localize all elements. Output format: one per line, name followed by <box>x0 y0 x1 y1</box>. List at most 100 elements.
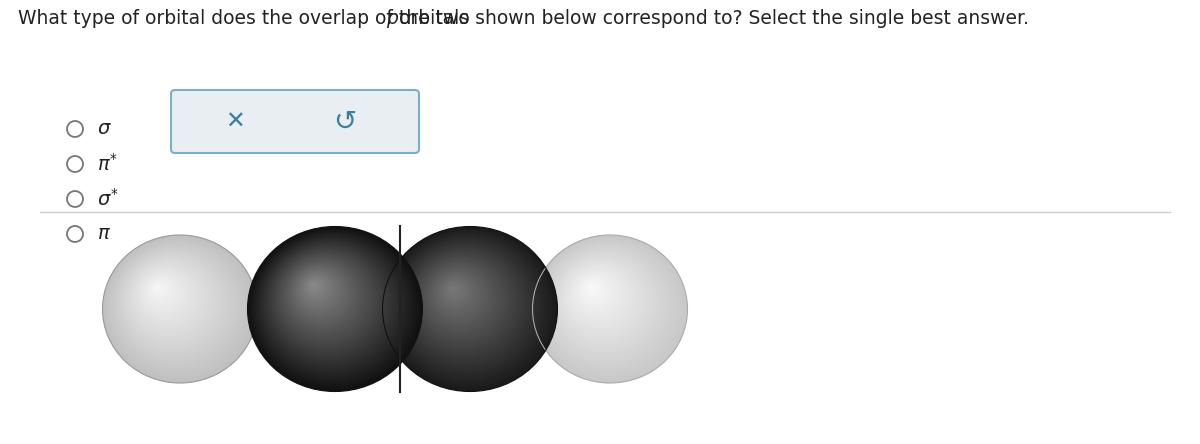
Ellipse shape <box>589 285 593 289</box>
Ellipse shape <box>553 254 652 348</box>
Ellipse shape <box>131 262 206 334</box>
Ellipse shape <box>416 257 506 341</box>
Ellipse shape <box>104 236 256 381</box>
Text: $\sigma^{*}$: $\sigma^{*}$ <box>97 188 119 210</box>
Ellipse shape <box>551 251 656 353</box>
Ellipse shape <box>275 250 377 347</box>
Ellipse shape <box>269 245 388 357</box>
Ellipse shape <box>535 238 683 378</box>
Ellipse shape <box>408 249 520 354</box>
Text: $\pi^{*}$: $\pi^{*}$ <box>97 153 118 175</box>
Ellipse shape <box>312 283 316 287</box>
Text: ↺: ↺ <box>334 107 356 135</box>
Ellipse shape <box>119 250 228 355</box>
Ellipse shape <box>560 260 641 336</box>
Ellipse shape <box>265 242 394 363</box>
Ellipse shape <box>581 278 607 303</box>
Ellipse shape <box>302 274 331 302</box>
Ellipse shape <box>552 253 654 350</box>
Ellipse shape <box>588 284 595 292</box>
Ellipse shape <box>144 274 181 310</box>
Ellipse shape <box>121 253 223 350</box>
Ellipse shape <box>584 282 600 296</box>
Ellipse shape <box>250 228 420 389</box>
Ellipse shape <box>392 236 542 377</box>
Ellipse shape <box>433 272 481 316</box>
Ellipse shape <box>138 269 191 320</box>
Ellipse shape <box>102 235 258 383</box>
Ellipse shape <box>575 273 617 313</box>
Ellipse shape <box>280 255 370 339</box>
Ellipse shape <box>540 242 676 371</box>
Ellipse shape <box>118 249 230 357</box>
Ellipse shape <box>404 246 524 359</box>
Ellipse shape <box>582 279 605 301</box>
Ellipse shape <box>300 273 335 305</box>
Ellipse shape <box>541 242 673 369</box>
Ellipse shape <box>587 283 598 294</box>
Ellipse shape <box>252 231 414 384</box>
Ellipse shape <box>113 245 238 364</box>
Ellipse shape <box>288 262 356 326</box>
Ellipse shape <box>139 270 188 317</box>
Ellipse shape <box>283 258 364 334</box>
Ellipse shape <box>107 239 250 376</box>
Ellipse shape <box>398 240 534 369</box>
Ellipse shape <box>152 283 164 294</box>
Ellipse shape <box>448 284 460 296</box>
Ellipse shape <box>389 233 547 381</box>
Ellipse shape <box>128 260 209 336</box>
Ellipse shape <box>257 235 407 376</box>
Ellipse shape <box>419 258 504 339</box>
Ellipse shape <box>281 256 366 337</box>
Ellipse shape <box>260 238 401 371</box>
Ellipse shape <box>264 241 396 365</box>
Ellipse shape <box>538 240 678 373</box>
Ellipse shape <box>401 243 529 364</box>
Ellipse shape <box>444 281 466 301</box>
Ellipse shape <box>310 281 318 289</box>
Ellipse shape <box>106 238 252 378</box>
Ellipse shape <box>124 255 218 345</box>
Ellipse shape <box>383 226 558 392</box>
Ellipse shape <box>556 255 649 345</box>
Ellipse shape <box>298 270 340 310</box>
Ellipse shape <box>428 267 488 324</box>
Ellipse shape <box>544 245 668 364</box>
Ellipse shape <box>270 246 385 355</box>
Ellipse shape <box>391 234 545 379</box>
Ellipse shape <box>436 274 478 313</box>
Ellipse shape <box>451 287 455 291</box>
Ellipse shape <box>533 235 688 383</box>
Ellipse shape <box>148 278 174 303</box>
Ellipse shape <box>286 260 359 329</box>
Ellipse shape <box>542 244 671 367</box>
Ellipse shape <box>276 252 374 345</box>
Ellipse shape <box>568 266 629 324</box>
Ellipse shape <box>293 266 348 318</box>
Ellipse shape <box>271 248 383 352</box>
Ellipse shape <box>115 248 233 360</box>
Ellipse shape <box>534 236 685 381</box>
Ellipse shape <box>110 242 242 369</box>
Ellipse shape <box>583 281 602 298</box>
Ellipse shape <box>576 274 614 310</box>
Ellipse shape <box>256 234 409 378</box>
Ellipse shape <box>262 239 398 368</box>
Ellipse shape <box>566 266 631 327</box>
Ellipse shape <box>547 248 664 360</box>
Ellipse shape <box>284 259 361 331</box>
Ellipse shape <box>109 242 245 371</box>
Ellipse shape <box>142 273 184 313</box>
Ellipse shape <box>424 263 496 331</box>
Ellipse shape <box>151 282 167 296</box>
Text: What type of orbital does the overlap of the two: What type of orbital does the overlap of… <box>18 9 475 28</box>
Ellipse shape <box>305 277 326 297</box>
Ellipse shape <box>259 236 404 373</box>
Ellipse shape <box>295 269 342 313</box>
Ellipse shape <box>254 232 412 381</box>
Ellipse shape <box>415 255 509 344</box>
Ellipse shape <box>557 257 647 343</box>
Text: p: p <box>386 9 398 28</box>
Ellipse shape <box>120 251 226 353</box>
